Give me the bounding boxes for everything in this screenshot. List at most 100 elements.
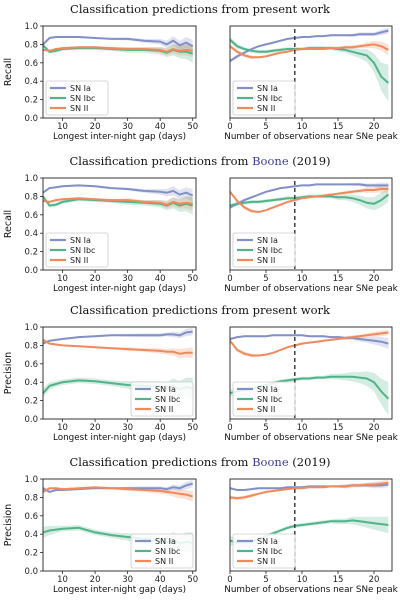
series-line-sn-ia (43, 36, 194, 48)
legend-label: SN II (155, 557, 173, 566)
x-tick-label: 50 (187, 575, 198, 585)
x-axis-label: Longest inter-night gap (days) (53, 433, 186, 443)
series-line-sn-ii (230, 331, 389, 357)
legend-label: SN II (257, 256, 275, 265)
legend-label: SN Ia (257, 84, 278, 93)
x-ticks: 0 5 10 15 20 (227, 419, 379, 433)
x-tick-label: 10 (297, 274, 308, 284)
title-citation-link[interactable]: Boone (252, 455, 289, 469)
legend-box (45, 80, 109, 116)
series-line-sn-ia (230, 183, 389, 209)
y-axis-label: Precision (3, 352, 14, 394)
title-text: Classification predictions from (69, 154, 252, 168)
title-citation-link[interactable]: Boone (252, 154, 289, 168)
x-tick-label: 10 (57, 122, 68, 132)
plot-frame (42, 177, 197, 271)
y-tick-label: 0.6 (24, 59, 38, 69)
series-lines (43, 184, 194, 207)
x-tick-label: 30 (122, 274, 133, 284)
x-tick-label: 10 (57, 575, 68, 585)
y-tick-label: 0.2 (24, 248, 38, 258)
legend-label: SN Ibc (257, 547, 282, 556)
legend-label: SN Ia (155, 385, 176, 394)
x-ticks: 0 5 10 15 20 (227, 118, 379, 132)
y-tick-label: 0.0 (24, 415, 38, 425)
x-tick-label: 40 (155, 122, 166, 132)
legend-label: SN Ibc (155, 395, 180, 404)
y-ticks: 0.0 0.2 0.4 0.6 0.8 1.0 (24, 475, 43, 577)
x-ticks: 10 20 30 40 50 (57, 419, 198, 433)
y-tick-label: 0.8 (24, 40, 38, 50)
legend-label: SN Ibc (70, 246, 95, 255)
y-axis-label: Recall (3, 210, 14, 238)
legend-box (232, 381, 296, 417)
y-tick-label: 0.4 (24, 378, 38, 388)
series-lines (230, 183, 390, 214)
y-tick-label: 0.0 (24, 567, 38, 577)
legend-box (130, 533, 194, 569)
band-sn-ia (43, 36, 193, 53)
legend-label: SN II (70, 104, 88, 113)
y-tick-label: 0.8 (24, 341, 38, 351)
x-axis-label: Number of observations near SNe peak (224, 284, 398, 294)
x-tick-label: 50 (187, 423, 198, 433)
x-tick-label: 40 (155, 274, 166, 284)
y-tick-label: 0.6 (24, 360, 38, 370)
x-tick-label: 0 (227, 122, 232, 132)
x-tick-label: 40 (155, 423, 166, 433)
x-axis-label: Longest inter-night gap (days) (53, 585, 186, 595)
row-title: Classification predictions from present … (70, 303, 331, 317)
y-ticks: 0.0 0.2 0.4 0.6 0.8 1.0 (24, 323, 43, 425)
y-tick-label: 0.6 (24, 211, 38, 221)
legend-label: SN Ibc (70, 94, 95, 103)
plot-frame (42, 25, 197, 119)
legend-label: SN Ia (257, 537, 278, 546)
x-tick-label: 10 (57, 274, 68, 284)
y-tick-label: 0.8 (24, 192, 38, 202)
series-line-sn-ii (43, 339, 193, 355)
y-tick-label: 0.2 (24, 397, 38, 407)
plot-frame (229, 326, 393, 420)
legend-label: SN II (257, 405, 275, 414)
x-tick-label: 10 (297, 423, 308, 433)
legend-label: SN Ia (155, 537, 176, 546)
legend-label: SN Ibc (155, 547, 180, 556)
legend-label: SN Ia (70, 236, 91, 245)
y-ticks: 0.0 0.2 0.4 0.6 0.8 1.0 (24, 22, 43, 124)
series-line-sn-ii (43, 486, 193, 498)
legend-label: SN Ia (257, 236, 278, 245)
y-tick-label: 0.4 (24, 530, 38, 540)
x-tick-label: 0 (227, 575, 232, 585)
y-tick-label: 0.2 (24, 549, 38, 559)
x-axis-label: Longest inter-night gap (days) (53, 132, 186, 142)
x-axis-label: Number of observations near SNe peak (224, 585, 398, 595)
series-line-sn-ibc (43, 195, 193, 207)
y-axis-label: Precision (3, 504, 14, 546)
legend-label: SN II (155, 405, 173, 414)
x-tick-label: 50 (187, 274, 198, 284)
x-tick-label: 20 (90, 575, 101, 585)
legend-label: SN Ia (70, 84, 91, 93)
legend-box (232, 80, 296, 116)
x-tick-label: 20 (90, 122, 101, 132)
plot-frame (229, 478, 393, 572)
series-line-sn-ia (230, 334, 389, 345)
series-line-sn-ii (43, 46, 193, 53)
x-axis-label: Longest inter-night gap (days) (53, 284, 186, 294)
y-tick-label: 1.0 (24, 174, 38, 184)
y-tick-label: 0.6 (24, 512, 38, 522)
plot-frame (42, 478, 197, 572)
legend-label: SN Ibc (257, 246, 282, 255)
